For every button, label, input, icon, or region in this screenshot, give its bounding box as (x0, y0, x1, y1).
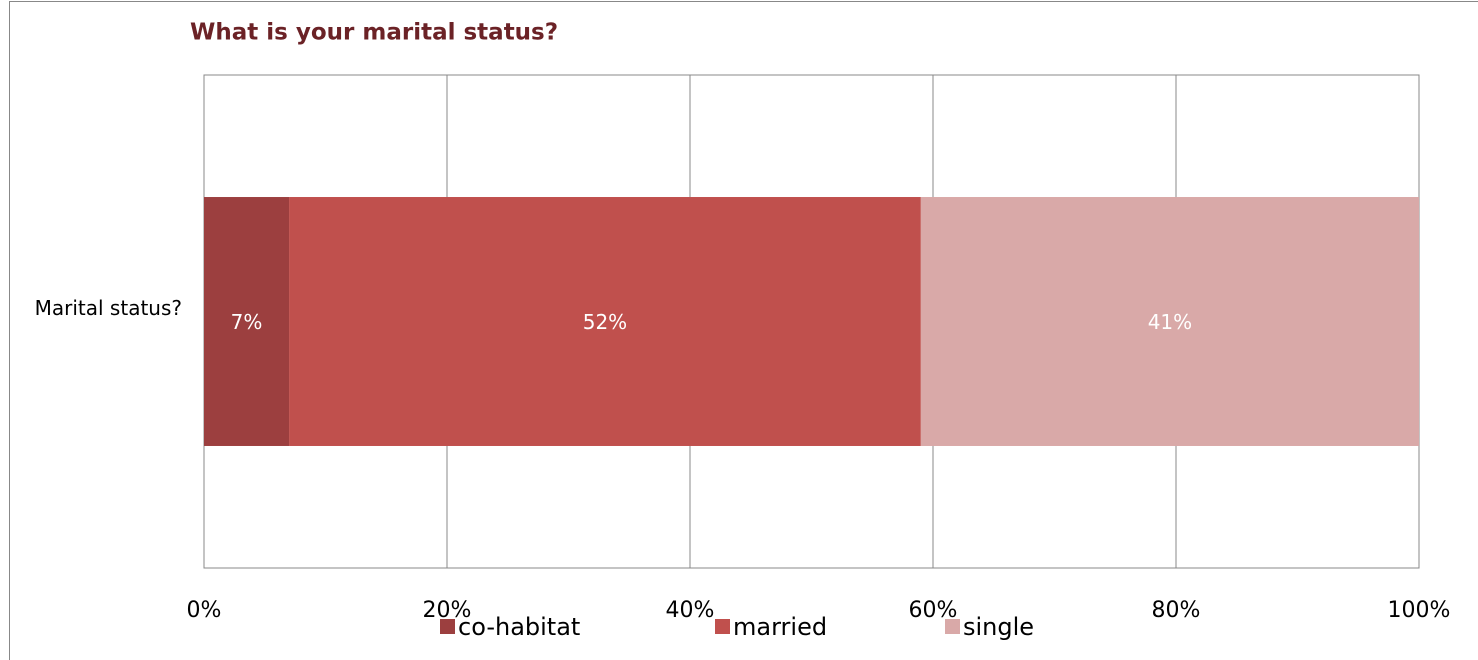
x-tick-label: 60% (909, 598, 958, 623)
bar-segment (920, 197, 1419, 446)
legend-label: co-habitat (458, 613, 580, 641)
legend-swatch (715, 619, 730, 634)
data-label: 41% (1148, 310, 1192, 334)
bar-segment (289, 197, 921, 446)
legend-label: single (963, 613, 1034, 641)
chart-title: What is your marital status? (190, 20, 558, 46)
legend-swatch (945, 619, 960, 634)
legend-swatch (440, 619, 455, 634)
y-tick-label: Marital status? (34, 295, 182, 320)
data-label: 7% (231, 310, 263, 334)
x-tick-label: 100% (1388, 598, 1451, 623)
legend-label: married (733, 613, 827, 641)
data-label: 52% (583, 310, 627, 334)
x-tick-label: 40% (666, 598, 715, 623)
x-tick-label: 20% (423, 598, 472, 623)
x-tick-label: 0% (187, 598, 222, 623)
chart-border (9, 1, 1478, 660)
x-tick-label: 80% (1152, 598, 1201, 623)
bar-segment (204, 197, 290, 446)
